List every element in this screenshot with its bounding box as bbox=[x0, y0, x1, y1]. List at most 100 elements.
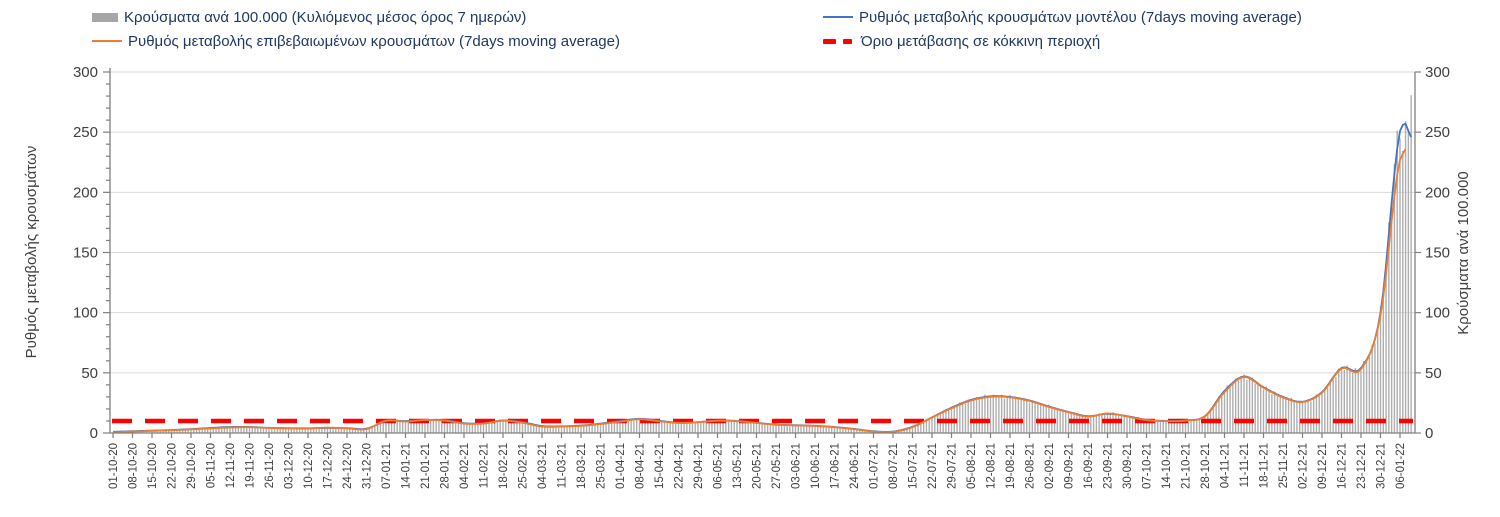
svg-text:100: 100 bbox=[1425, 305, 1450, 322]
svg-text:03-06-21: 03-06-21 bbox=[791, 443, 803, 489]
svg-text:06-01-22: 06-01-22 bbox=[1395, 443, 1407, 489]
svg-text:07-01-21: 07-01-21 bbox=[381, 443, 393, 489]
svg-text:22-10-20: 22-10-20 bbox=[167, 443, 179, 489]
legend-label: Όριο μετάβασης σε κόκκινη περιοχή bbox=[861, 32, 1101, 50]
svg-text:23-09-21: 23-09-21 bbox=[1103, 443, 1115, 489]
svg-text:23-12-21: 23-12-21 bbox=[1356, 443, 1368, 489]
svg-text:150: 150 bbox=[1425, 245, 1450, 262]
svg-text:19-08-21: 19-08-21 bbox=[1005, 443, 1017, 489]
svg-text:26-11-20: 26-11-20 bbox=[264, 443, 276, 488]
svg-text:05-11-20: 05-11-20 bbox=[206, 443, 218, 488]
legend-item-confirmed-rate: Ρυθμός μεταβολής επιβεβαιωμένων κρουσμάτ… bbox=[92, 32, 620, 50]
legend-item-cases-per-100k: Κρούσματα ανά 100.000 (Κυλιόμενος μέσος … bbox=[92, 8, 526, 26]
confirmed-rate-line bbox=[112, 148, 1407, 434]
svg-text:22-07-21: 22-07-21 bbox=[927, 443, 939, 489]
svg-text:07-10-21: 07-10-21 bbox=[1142, 443, 1154, 489]
svg-text:30-09-21: 30-09-21 bbox=[1122, 443, 1134, 489]
svg-text:04-02-21: 04-02-21 bbox=[459, 443, 471, 489]
svg-text:02-12-21: 02-12-21 bbox=[1298, 443, 1310, 489]
svg-text:0: 0 bbox=[90, 425, 98, 442]
bars-cases-per-100k bbox=[112, 95, 1412, 434]
svg-text:31-12-20: 31-12-20 bbox=[362, 443, 374, 489]
svg-text:12-08-21: 12-08-21 bbox=[986, 443, 998, 489]
svg-text:16-12-21: 16-12-21 bbox=[1337, 443, 1349, 489]
svg-text:29-10-20: 29-10-20 bbox=[186, 443, 198, 489]
svg-text:50: 50 bbox=[81, 365, 98, 382]
svg-text:17-12-20: 17-12-20 bbox=[323, 443, 335, 489]
svg-text:20-05-21: 20-05-21 bbox=[752, 443, 764, 489]
svg-text:04-11-21: 04-11-21 bbox=[1220, 443, 1232, 488]
legend-label: Κρούσματα ανά 100.000 (Κυλιόμενος μέσος … bbox=[124, 8, 527, 26]
svg-text:200: 200 bbox=[1425, 184, 1450, 201]
svg-text:50: 50 bbox=[1425, 365, 1442, 382]
svg-text:25-11-21: 25-11-21 bbox=[1278, 443, 1290, 488]
svg-text:06-05-21: 06-05-21 bbox=[713, 443, 725, 489]
legend-item-model-rate: Ρυθμός μεταβολής κρουσμάτων μοντέλου (7d… bbox=[823, 8, 1302, 26]
svg-text:28-10-21: 28-10-21 bbox=[1200, 443, 1212, 489]
svg-text:09-09-21: 09-09-21 bbox=[1064, 443, 1076, 489]
svg-text:10-12-20: 10-12-20 bbox=[303, 443, 315, 489]
svg-text:01-04-21: 01-04-21 bbox=[615, 443, 627, 489]
svg-text:0: 0 bbox=[1425, 425, 1433, 442]
svg-text:21-01-21: 21-01-21 bbox=[420, 443, 432, 489]
svg-text:17-06-21: 17-06-21 bbox=[830, 443, 842, 489]
svg-text:300: 300 bbox=[1425, 64, 1450, 81]
svg-text:27-05-21: 27-05-21 bbox=[771, 443, 783, 489]
svg-text:15-04-21: 15-04-21 bbox=[654, 443, 666, 489]
svg-text:15-07-21: 15-07-21 bbox=[908, 443, 920, 489]
svg-text:08-10-20: 08-10-20 bbox=[128, 443, 140, 489]
svg-text:25-03-21: 25-03-21 bbox=[596, 443, 608, 489]
svg-text:21-10-21: 21-10-21 bbox=[1181, 443, 1193, 489]
svg-text:08-07-21: 08-07-21 bbox=[888, 443, 900, 489]
svg-text:200: 200 bbox=[73, 184, 98, 201]
left-axis-title: Ρυθμός μεταβολής κρουσμάτων bbox=[23, 146, 40, 359]
svg-text:01-10-20: 01-10-20 bbox=[108, 443, 120, 489]
svg-text:11-03-21: 11-03-21 bbox=[557, 443, 569, 488]
blue-line-swatch-icon bbox=[823, 16, 853, 18]
svg-text:11-11-21: 11-11-21 bbox=[1239, 443, 1251, 487]
orange-line-swatch-icon bbox=[92, 40, 122, 42]
svg-text:29-04-21: 29-04-21 bbox=[693, 443, 705, 489]
svg-text:29-07-21: 29-07-21 bbox=[947, 443, 959, 489]
svg-text:13-05-21: 13-05-21 bbox=[732, 443, 744, 489]
legend-label: Ρυθμός μεταβολής κρουσμάτων μοντέλου (7d… bbox=[859, 8, 1302, 26]
svg-text:100: 100 bbox=[73, 305, 98, 322]
svg-text:09-12-21: 09-12-21 bbox=[1317, 443, 1329, 489]
svg-text:18-11-21: 18-11-21 bbox=[1259, 443, 1271, 488]
svg-text:15-10-20: 15-10-20 bbox=[147, 443, 159, 489]
svg-text:28-01-21: 28-01-21 bbox=[440, 443, 452, 489]
svg-text:250: 250 bbox=[73, 124, 98, 141]
svg-text:14-10-21: 14-10-21 bbox=[1161, 443, 1173, 489]
right-axis-title: Κρούσματα ανά 100.000 bbox=[1455, 171, 1472, 334]
svg-text:10-06-21: 10-06-21 bbox=[810, 443, 822, 489]
legend-label: Ρυθμός μεταβολής επιβεβαιωμένων κρουσμάτ… bbox=[128, 32, 620, 50]
svg-text:05-08-21: 05-08-21 bbox=[966, 443, 978, 489]
bar-swatch-icon bbox=[92, 12, 118, 22]
svg-text:04-03-21: 04-03-21 bbox=[537, 443, 549, 489]
svg-text:08-04-21: 08-04-21 bbox=[635, 443, 647, 489]
svg-text:25-02-21: 25-02-21 bbox=[518, 443, 530, 489]
svg-text:01-07-21: 01-07-21 bbox=[869, 443, 881, 489]
svg-text:18-02-21: 18-02-21 bbox=[498, 443, 510, 489]
svg-text:12-11-20: 12-11-20 bbox=[225, 443, 237, 488]
svg-text:250: 250 bbox=[1425, 124, 1450, 141]
svg-text:300: 300 bbox=[73, 64, 98, 81]
svg-text:24-06-21: 24-06-21 bbox=[849, 443, 861, 489]
model-rate-line bbox=[112, 122, 1412, 433]
svg-text:18-03-21: 18-03-21 bbox=[576, 443, 588, 489]
svg-text:24-12-20: 24-12-20 bbox=[342, 443, 354, 489]
svg-text:11-02-21: 11-02-21 bbox=[479, 443, 491, 488]
svg-text:150: 150 bbox=[73, 245, 98, 262]
red-dash-swatch-icon bbox=[823, 38, 855, 44]
svg-text:03-12-20: 03-12-20 bbox=[284, 443, 296, 489]
svg-text:02-09-21: 02-09-21 bbox=[1044, 443, 1056, 489]
svg-text:14-01-21: 14-01-21 bbox=[401, 443, 413, 489]
svg-text:26-08-21: 26-08-21 bbox=[1025, 443, 1037, 489]
svg-text:19-11-20: 19-11-20 bbox=[245, 443, 257, 488]
legend-item-red-zone-threshold: Όριο μετάβασης σε κόκκινη περιοχή bbox=[823, 32, 1100, 50]
svg-text:30-12-21: 30-12-21 bbox=[1376, 443, 1388, 489]
svg-text:16-09-21: 16-09-21 bbox=[1083, 443, 1095, 489]
svg-text:22-04-21: 22-04-21 bbox=[674, 443, 686, 489]
